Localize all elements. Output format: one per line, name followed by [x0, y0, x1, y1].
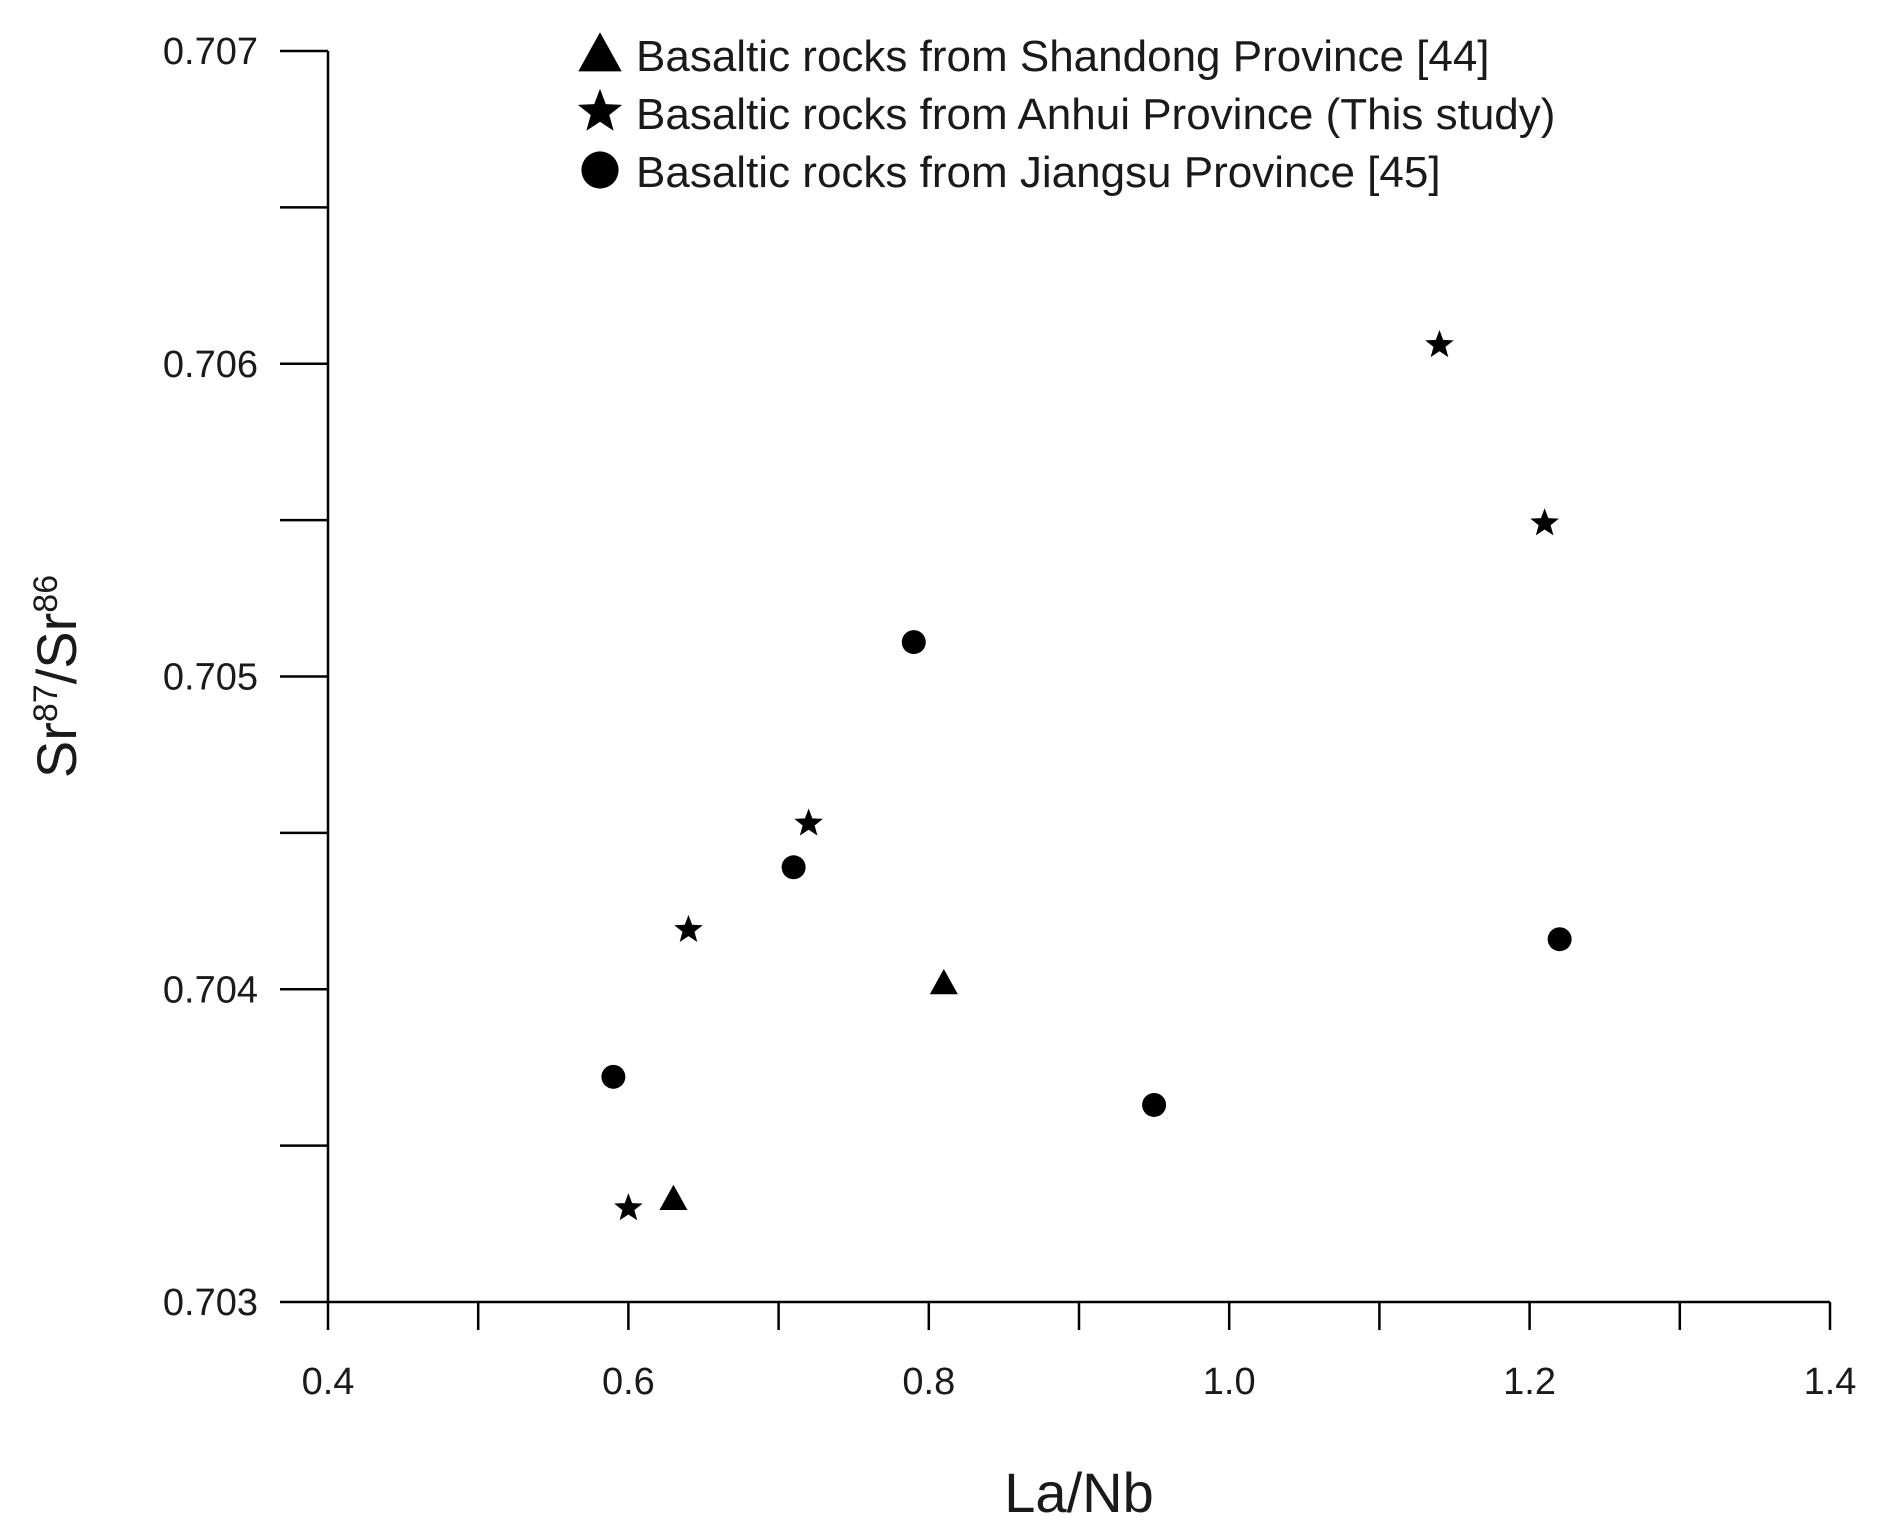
legend-item-jiangsu: Basaltic rocks from Jiangsu Province [45…	[581, 148, 1441, 197]
axis-ticks	[280, 49, 1832, 1330]
y-axis-title-main: Sr	[25, 722, 88, 778]
data-point-circle	[601, 1064, 626, 1089]
data-point-circle	[781, 855, 806, 880]
data-points	[601, 329, 1572, 1221]
legend-marker-star	[577, 88, 623, 131]
data-point-circle	[1547, 927, 1572, 952]
y-tick-label: 0.707	[163, 31, 258, 73]
data-point-star	[794, 808, 823, 836]
x-tick-label: 0.8	[902, 1361, 955, 1403]
x-tick-label: 1.2	[1503, 1361, 1556, 1403]
y-tick-label: 0.705	[163, 657, 258, 699]
x-tick-label: 0.4	[302, 1361, 355, 1403]
y-axis-title-sup1: 87	[27, 684, 65, 722]
legend-symbol-triangle	[578, 32, 622, 72]
data-point-circle	[1142, 1092, 1167, 1117]
y-tick-label: 0.704	[163, 969, 258, 1011]
data-point-star	[1530, 508, 1559, 536]
legend: Basaltic rocks from Shandong Province [4…	[577, 32, 1555, 197]
data-point-triangle	[659, 1184, 688, 1210]
x-axis-title: La/Nb	[1004, 1461, 1153, 1524]
y-tick-label: 0.706	[163, 344, 258, 386]
data-point-triangle	[929, 968, 958, 995]
x-tick-label: 1.0	[1203, 1361, 1256, 1403]
y-axis-title: Sr87/Sr86	[25, 575, 88, 778]
legend-item-anhui: Basaltic rocks from Anhui Province (This…	[577, 88, 1555, 139]
legend-label-shandong: Basaltic rocks from Shandong Province [4…	[636, 32, 1490, 81]
legend-marker-triangle	[578, 32, 622, 72]
x-tick-label: 0.6	[602, 1361, 655, 1403]
data-point-star	[674, 914, 703, 942]
legend-label-jiangsu: Basaltic rocks from Jiangsu Province [45…	[636, 148, 1441, 197]
legend-label-anhui: Basaltic rocks from Anhui Province (This…	[636, 90, 1555, 139]
legend-symbol-circle	[581, 151, 619, 189]
legend-item-shandong: Basaltic rocks from Shandong Province [4…	[578, 32, 1490, 81]
data-point-star	[614, 1193, 643, 1221]
legend-symbol-star	[577, 88, 623, 131]
data-point-star	[1425, 329, 1454, 358]
axis-tick-labels: 0.4 0.6 0.8 1.0 1.2 1.4 0.703 0.704 0.705 0.706 0.…	[163, 31, 1857, 1403]
x-tick-label: 1.4	[1804, 1361, 1857, 1403]
data-point-circle	[901, 630, 926, 655]
y-axis-title-sup2: 86	[27, 575, 65, 613]
y-axis-title-sep: /Sr	[25, 613, 88, 685]
legend-marker-circle	[581, 151, 619, 189]
y-tick-label: 0.703	[163, 1282, 258, 1324]
axes	[326, 51, 1830, 1304]
